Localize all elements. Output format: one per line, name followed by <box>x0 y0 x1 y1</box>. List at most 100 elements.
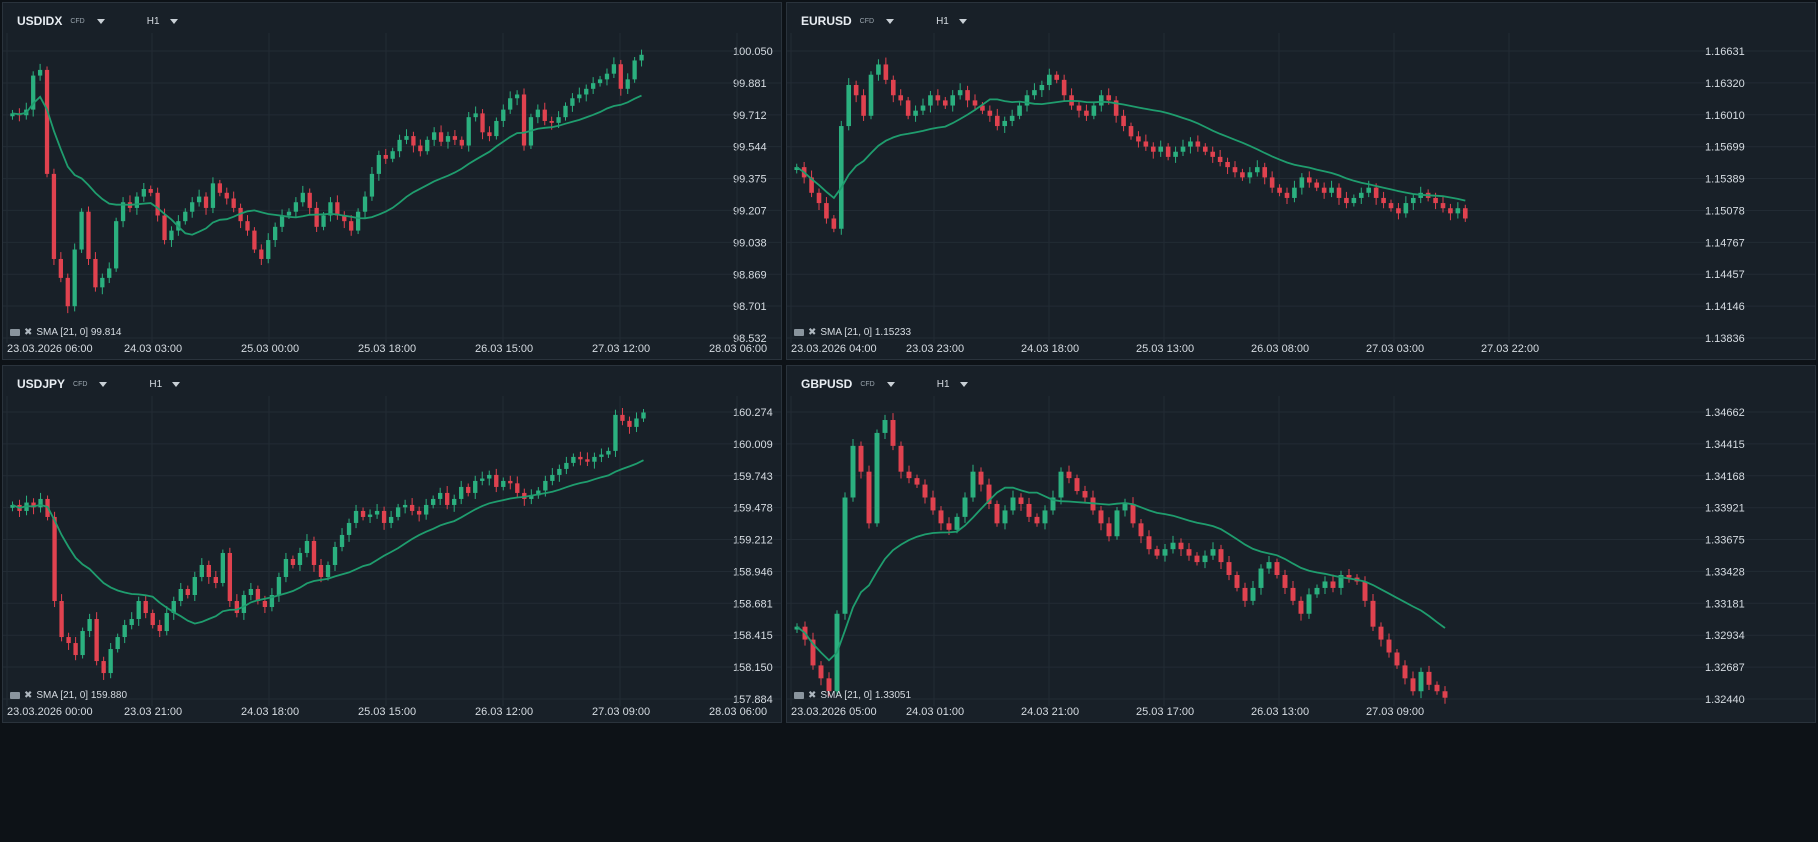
candle-body <box>1046 74 1052 85</box>
symbol-name[interactable]: EURUSD <box>801 14 852 28</box>
candle-body <box>584 88 589 95</box>
chart-panel-eurusd[interactable]: 1.16631 1.16320 1.16010 1.15699 1.15389 1.150… <box>786 2 1816 360</box>
candle-body <box>549 120 554 123</box>
candle-body <box>928 95 933 106</box>
candle-body <box>452 498 457 505</box>
chart-header: USDJPY CFD H1 <box>17 375 181 393</box>
candle-body <box>328 202 333 216</box>
close-icon[interactable]: ✖ <box>808 690 817 701</box>
candle-body <box>66 637 71 644</box>
x-tick-label: 25.03 17:00 <box>1136 706 1194 718</box>
timeframe-select[interactable]: H1 <box>936 16 967 27</box>
candle-body <box>183 211 188 222</box>
chevron-down-icon[interactable] <box>886 18 895 24</box>
candle-body <box>381 510 387 523</box>
candle-body <box>141 189 146 197</box>
candle-body <box>1188 141 1193 147</box>
chart-canvas[interactable]: 1.34662 1.34415 1.34168 1.33921 1.33675 1.334… <box>787 366 1816 723</box>
candle-body <box>307 192 312 208</box>
candle-body <box>262 601 268 608</box>
candle-body <box>883 64 889 80</box>
candle-body <box>143 601 148 614</box>
candle-body <box>1082 491 1088 498</box>
candle-body <box>824 203 829 219</box>
chevron-down-icon[interactable] <box>96 18 105 24</box>
candle-body <box>1292 187 1297 198</box>
candle-body <box>466 117 471 146</box>
candle-body <box>1091 105 1097 116</box>
chart-canvas[interactable]: 1.16631 1.16320 1.16010 1.15699 1.15389 1.150… <box>787 3 1816 360</box>
indicator-legend: ✖ SMA [21, 0] 1.15233 <box>794 327 911 338</box>
timeframe-select[interactable]: H1 <box>147 16 178 27</box>
candle-body <box>957 90 963 96</box>
chart-panel-usdjpy[interactable]: 160.274 160.009 159.743 159.478 159.212 158.9… <box>2 365 782 723</box>
close-icon[interactable]: ✖ <box>808 327 817 338</box>
chart-panel-usdidx[interactable]: 100.050 99.881 99.712 99.544 99.375 99.207 99.… <box>2 2 782 360</box>
candle-body <box>1386 639 1392 653</box>
x-tick-label: 24.03 03:00 <box>124 343 182 355</box>
x-tick-label: 24.03 18:00 <box>1021 343 1079 355</box>
chart-canvas[interactable]: 100.050 99.881 99.712 99.544 99.375 99.207 99.… <box>3 3 782 360</box>
y-tick-label: 158.681 <box>733 598 773 610</box>
candle-body <box>206 564 211 577</box>
symbol-name[interactable]: GBPUSD <box>801 377 853 391</box>
candle-body <box>44 69 50 174</box>
visibility-icon[interactable] <box>10 692 20 699</box>
candle-body <box>321 215 326 227</box>
candle-body <box>1165 146 1171 157</box>
visibility-icon[interactable] <box>794 692 804 699</box>
candle-body <box>1321 187 1327 193</box>
symbol-name[interactable]: USDJPY <box>17 377 66 391</box>
candle-body <box>286 211 292 216</box>
candle-body <box>634 418 639 427</box>
candle-body <box>1254 167 1260 173</box>
chevron-down-icon[interactable] <box>99 381 108 387</box>
candle-body <box>480 478 485 481</box>
candle-body <box>1002 510 1008 524</box>
chevron-down-icon[interactable] <box>959 381 968 387</box>
candle-body <box>1338 575 1344 588</box>
candle-body <box>826 678 832 692</box>
visibility-icon[interactable] <box>10 329 20 336</box>
candle-body <box>1410 197 1416 204</box>
candle-body <box>1455 208 1461 214</box>
candle-body <box>1403 203 1409 214</box>
visibility-icon[interactable] <box>794 329 804 336</box>
candle-body <box>627 420 632 427</box>
candle-body <box>515 483 520 493</box>
chevron-down-icon[interactable] <box>958 18 967 24</box>
candle-body <box>1225 162 1230 168</box>
candle-body <box>816 192 822 204</box>
candle-body <box>838 126 844 229</box>
candle-body <box>80 631 85 656</box>
candle-body <box>1180 146 1186 152</box>
y-tick-label: 1.15699 <box>1705 142 1745 154</box>
timeframe-select[interactable]: H1 <box>937 379 968 390</box>
instrument-type: CFD <box>73 380 88 388</box>
candle-body <box>234 601 240 614</box>
close-icon[interactable]: ✖ <box>24 327 33 338</box>
candle-body <box>874 432 880 524</box>
candle-body <box>618 64 623 89</box>
chevron-down-icon[interactable] <box>172 381 181 387</box>
x-tick-label: 27.03 12:00 <box>592 343 650 355</box>
candle-body <box>430 498 436 505</box>
sma-line <box>12 459 644 625</box>
chart-canvas[interactable]: 160.274 160.009 159.743 159.478 159.212 158.9… <box>3 366 782 723</box>
candle-body <box>1351 197 1357 204</box>
symbol-name[interactable]: USDIDX <box>17 14 63 28</box>
candle-body <box>599 454 604 457</box>
candle-body <box>360 510 366 517</box>
close-icon[interactable]: ✖ <box>24 690 33 701</box>
candle-body <box>1306 594 1312 614</box>
y-tick-label: 1.16631 <box>1705 46 1745 58</box>
chart-panel-gbpusd[interactable]: 1.34662 1.34415 1.34168 1.33921 1.33675 1.334… <box>786 365 1816 723</box>
chevron-down-icon[interactable] <box>169 18 178 24</box>
candle-body <box>362 196 368 212</box>
candle-body <box>1202 146 1208 152</box>
candle-body <box>1426 671 1432 685</box>
chevron-down-icon[interactable] <box>886 381 895 387</box>
candle-body <box>914 478 920 485</box>
timeframe-select[interactable]: H1 <box>149 379 181 390</box>
